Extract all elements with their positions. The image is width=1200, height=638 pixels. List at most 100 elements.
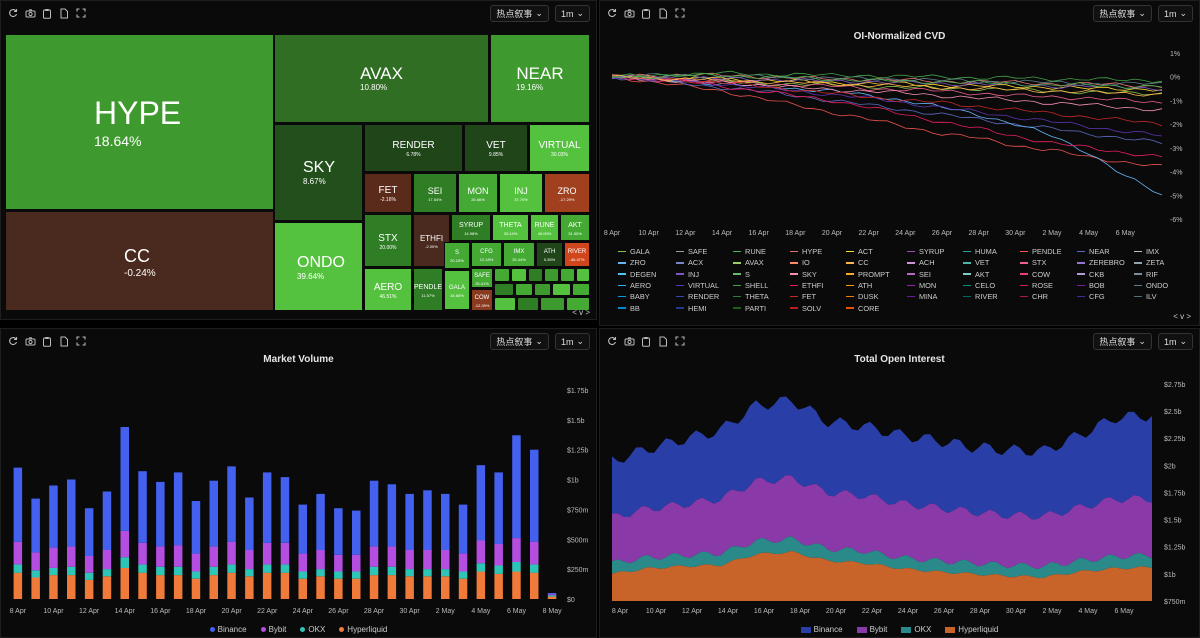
interval-dropdown[interactable]: 1m ⌄ (1157, 5, 1193, 22)
cvd-legend-item[interactable]: DUSK (846, 292, 879, 301)
cvd-legend-item[interactable]: ILV (1134, 292, 1157, 301)
volume-legend-item[interactable]: Hyperliquid (339, 625, 387, 634)
cvd-legend-item[interactable]: DEGEN (618, 270, 656, 279)
treemap-tile-inj[interactable]: INJ 37.70% (499, 173, 543, 213)
oi-legend-item[interactable]: Hyperliquid (945, 625, 998, 634)
narrative-dropdown[interactable]: 热点叙事 ⌄ (490, 5, 549, 22)
treemap-tile-small[interactable] (540, 297, 565, 311)
cvd-legend-item[interactable]: STX (1020, 258, 1046, 267)
clipboard-icon[interactable] (39, 333, 55, 349)
treemap-tile-small[interactable] (552, 283, 571, 296)
cvd-legend-item[interactable]: CKB (1077, 270, 1104, 279)
treemap-tile-render[interactable]: RENDER 6.78% (364, 124, 463, 172)
cvd-legend-item[interactable]: VET (963, 258, 989, 267)
treemap-tile-cfg[interactable]: CFG 12.18% (471, 242, 502, 267)
camera-icon[interactable] (22, 333, 38, 349)
refresh-icon[interactable] (5, 333, 21, 349)
cvd-legend-item[interactable]: AERO (618, 281, 651, 290)
treemap-tile-ath[interactable]: ATH 5.35% (536, 242, 563, 267)
treemap-tile-theta[interactable]: THETA 33.44% (492, 214, 529, 241)
treemap-tile-stx[interactable]: STX 20.00% (364, 214, 412, 267)
cvd-legend-item[interactable]: INJ (676, 270, 699, 279)
volume-legend-item[interactable]: Bybit (260, 625, 286, 634)
oi-legend-item[interactable]: Binance (800, 625, 843, 634)
narrative-dropdown[interactable]: 热点叙事 ⌄ (1093, 333, 1152, 350)
cvd-legend-item[interactable]: ATH (846, 281, 872, 290)
treemap-tile-ethfi[interactable]: ETHFI -2.00% (413, 214, 450, 267)
treemap-tile-small[interactable] (528, 268, 543, 282)
cvd-legend-item[interactable]: PROMPT (846, 270, 890, 279)
treemap-tile-small[interactable] (494, 283, 514, 296)
cvd-legend-item[interactable]: RIF (1134, 270, 1158, 279)
cvd-legend-item[interactable]: ZEREBRO (1077, 258, 1125, 267)
treemap-tile-small[interactable] (517, 297, 539, 311)
treemap-tile-syrup[interactable]: SYRUP 14.98% (451, 214, 491, 241)
cvd-legend-item[interactable]: BB (618, 304, 640, 313)
treemap-tile-ondo[interactable]: ONDO 39.64% (274, 222, 363, 311)
cvd-legend-item[interactable]: SYRUP (907, 247, 944, 256)
cvd-legend-item[interactable]: RUNE (733, 247, 766, 256)
cvd-legend-item[interactable]: CHR (1020, 292, 1048, 301)
narrative-dropdown[interactable]: 热点叙事 ⌄ (1093, 5, 1152, 22)
interval-dropdown[interactable]: 1m ⌄ (554, 333, 590, 350)
expand-icon[interactable] (672, 333, 688, 349)
clipboard-icon[interactable] (39, 5, 55, 21)
refresh-icon[interactable] (604, 333, 620, 349)
cvd-legend-item[interactable]: HYPE (790, 247, 822, 256)
cvd-legend-item[interactable]: RIVER (963, 292, 998, 301)
treemap-tile-mon[interactable]: MON 26.66% (458, 173, 498, 213)
treemap-tile-fet[interactable]: FET -2.16% (364, 173, 412, 213)
cvd-legend-item[interactable]: IMX (1134, 247, 1159, 256)
cvd-legend-item[interactable]: PENDLE (1020, 247, 1062, 256)
cvd-legend-item[interactable]: BOB (1077, 281, 1105, 290)
cvd-legend-item[interactable]: ACT (846, 247, 873, 256)
interval-dropdown[interactable]: 1m ⌄ (554, 5, 590, 22)
treemap-tile-hype[interactable]: HYPE 18.64% (5, 34, 274, 210)
expand-icon[interactable] (73, 333, 89, 349)
treemap-tile-imx[interactable]: IMX 32.44% (503, 242, 535, 267)
treemap-tile-s[interactable]: S 20.15% (444, 242, 470, 269)
treemap-tile-rune[interactable]: RUNE 45.00% (530, 214, 559, 241)
camera-icon[interactable] (621, 5, 637, 21)
treemap-tile-small[interactable] (515, 283, 533, 296)
treemap-tile-near[interactable]: NEAR 19.16% (490, 34, 590, 123)
clipboard-icon[interactable] (638, 5, 654, 21)
cvd-nav-hint[interactable]: < v > (1173, 312, 1191, 321)
refresh-icon[interactable] (604, 5, 620, 21)
treemap-tile-zro[interactable]: ZRO -17.29% (544, 173, 590, 213)
cvd-legend-item[interactable]: SKY (790, 270, 817, 279)
treemap-tile-small[interactable] (572, 283, 590, 296)
treemap-tile-avax[interactable]: AVAX 10.80% (274, 34, 489, 123)
cvd-legend-item[interactable]: SEI (907, 270, 931, 279)
cvd-legend-item[interactable]: VIRTUAL (676, 281, 719, 290)
treemap-tile-cc[interactable]: CC -0.24% (5, 211, 274, 311)
treemap-tile-akt[interactable]: AKT 31.50% (560, 214, 590, 241)
treemap-tile-aero[interactable]: AERO 46.51% (364, 268, 412, 311)
treemap-nav-hint[interactable]: < v > (572, 308, 590, 317)
volume-legend-item[interactable]: OKX (300, 625, 325, 634)
treemap-tile-river[interactable]: RIVER -46.47% (564, 242, 590, 267)
treemap-tile-small[interactable] (544, 268, 559, 282)
cvd-legend-item[interactable]: GALA (618, 247, 650, 256)
treemap-tile-sky[interactable]: SKY 8.67% (274, 124, 363, 221)
cvd-legend-item[interactable]: S (733, 270, 750, 279)
cvd-legend-item[interactable]: AKT (963, 270, 989, 279)
treemap-tile-small[interactable] (566, 297, 590, 311)
cvd-legend-item[interactable]: NEAR (1077, 247, 1110, 256)
camera-icon[interactable] (22, 5, 38, 21)
file-icon[interactable] (655, 5, 671, 21)
cvd-legend-item[interactable]: ZRO (618, 258, 646, 267)
narrative-dropdown[interactable]: 热点叙事 ⌄ (490, 333, 549, 350)
treemap-tile-small[interactable] (560, 268, 575, 282)
cvd-legend-item[interactable]: ETHFI (790, 281, 823, 290)
cvd-legend-item[interactable]: COW (1020, 270, 1050, 279)
file-icon[interactable] (655, 333, 671, 349)
treemap-tile-small[interactable] (534, 283, 551, 296)
cvd-legend-item[interactable]: IO (790, 258, 810, 267)
treemap-tile-small[interactable] (494, 297, 516, 311)
treemap-tile-gala[interactable]: GALA 34.66% (444, 270, 470, 310)
cvd-legend-item[interactable]: HUMA (963, 247, 997, 256)
treemap-tile-sei[interactable]: SEI 17.54% (413, 173, 457, 213)
expand-icon[interactable] (672, 5, 688, 21)
cvd-legend-item[interactable]: MON (907, 281, 936, 290)
